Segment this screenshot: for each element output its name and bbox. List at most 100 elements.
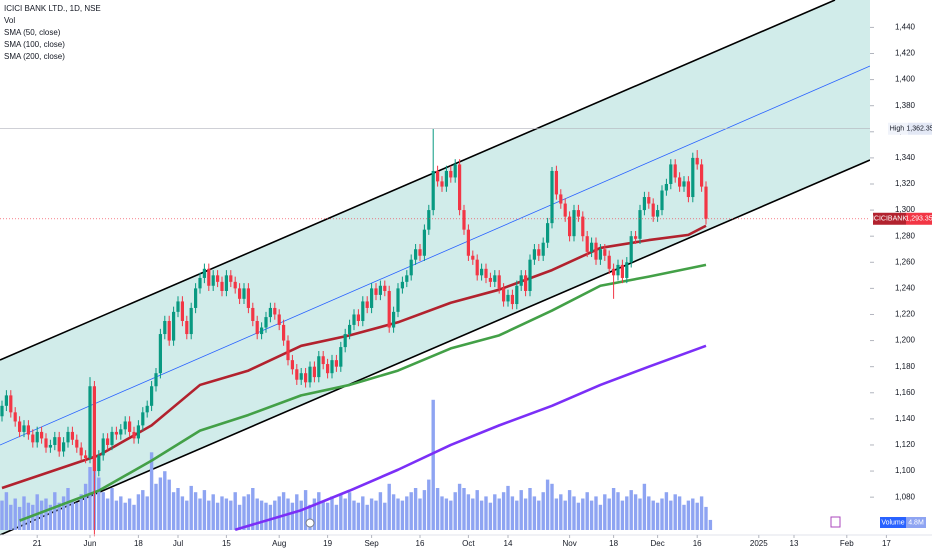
y-tick-label: 1,320: [895, 179, 916, 188]
volume-bar: [493, 494, 497, 530]
candle-body: [374, 288, 378, 295]
volume-bar: [136, 494, 141, 530]
y-tick-label: 1,440: [895, 23, 916, 32]
volume-bar: [471, 498, 475, 530]
y-tick-label: 1,220: [895, 310, 916, 319]
candle-body: [506, 294, 510, 302]
x-tick-label: 18: [609, 539, 618, 548]
candle-body: [449, 170, 453, 178]
volume-bar: [13, 498, 17, 530]
x-tick-label: Jul: [173, 539, 183, 548]
candle-body: [656, 210, 660, 217]
volume-bar: [682, 504, 686, 530]
channel-lower: [0, 159, 871, 536]
volume-bar: [413, 488, 418, 530]
volume-bar: [607, 498, 611, 530]
y-tick-label: 1,120: [895, 440, 916, 449]
candle-body: [660, 190, 664, 211]
legend: ICICI BANK LTD., 1D, NSE Vol SMA (50, cl…: [4, 4, 101, 61]
candle-body: [510, 294, 514, 305]
legend-item: SMA (100, close): [4, 40, 65, 49]
volume-layer: [0, 399, 713, 530]
volume-bar: [356, 502, 361, 530]
candle-body: [559, 194, 563, 204]
candle-body: [154, 373, 158, 387]
candle-body: [233, 281, 237, 289]
y-tick-label: 1,340: [895, 153, 916, 162]
x-tick-label: 14: [504, 539, 513, 548]
candle-body: [629, 236, 633, 263]
candle-body: [682, 181, 686, 187]
candle-body: [202, 268, 206, 278]
volume-bar: [277, 496, 281, 530]
x-tick-label: Nov: [562, 539, 576, 548]
candle-body: [97, 455, 101, 472]
candle-body: [70, 431, 74, 440]
high-name-box: [888, 122, 908, 135]
volume-bar: [22, 496, 26, 530]
candle-body: [185, 321, 189, 335]
volume-bar: [532, 496, 537, 530]
x-tick-label: Oct: [462, 539, 475, 548]
candle-body: [286, 340, 290, 361]
volume-bar: [391, 494, 396, 530]
volume-bar: [233, 492, 237, 530]
candle-body: [550, 170, 554, 224]
volume-bar: [660, 498, 664, 530]
volume-bar: [229, 500, 233, 530]
y-tick-label: 1,400: [895, 75, 916, 84]
candle-body: [444, 170, 448, 187]
legend-item: SMA (200, close): [4, 52, 65, 61]
candle-body: [475, 259, 479, 276]
candle-body: [13, 412, 17, 422]
volume-bar: [462, 488, 466, 530]
volume-label-box: [906, 517, 926, 528]
candle-body: [647, 197, 651, 204]
candle-body: [625, 262, 629, 278]
candle-body: [418, 249, 422, 256]
volume-bar: [563, 500, 567, 530]
volume-bar: [215, 502, 220, 530]
candle-body: [132, 431, 136, 439]
candle-body: [326, 364, 330, 374]
volume-bar: [440, 496, 444, 530]
x-tick-label: 17: [882, 539, 891, 548]
candle-body: [9, 395, 13, 413]
volume-bar: [330, 496, 334, 530]
candle-body: [158, 334, 162, 374]
event-icon[interactable]: [305, 518, 315, 528]
candle-body: [378, 285, 382, 295]
candle-body: [576, 210, 580, 217]
volume-bar: [581, 498, 585, 530]
volume-bar: [537, 500, 541, 530]
earnings-icon[interactable]: [830, 516, 841, 528]
candle-body: [251, 307, 255, 321]
candle-body: [546, 223, 550, 243]
y-tick-label: 1,100: [895, 466, 916, 475]
legend-item: Vol: [4, 16, 15, 25]
volume-bar: [361, 496, 365, 530]
candle-body: [572, 210, 576, 237]
volume-bar: [145, 496, 149, 530]
candle-body: [519, 275, 523, 286]
channel-fill: [0, 0, 870, 535]
candle-body: [207, 268, 211, 286]
candle-body: [53, 437, 57, 445]
volume-bar: [374, 500, 378, 530]
x-tick-label: Feb: [840, 539, 854, 548]
candle-body: [563, 203, 567, 217]
candle-body: [471, 255, 475, 260]
volume-bar: [79, 494, 83, 530]
candle-body: [260, 327, 264, 335]
volume-bar: [17, 506, 22, 530]
volume-bar: [57, 502, 61, 530]
candle-body: [356, 314, 360, 321]
axes: 1,080 1,100 1,120 1,140 1,160 1,180 1,200 1,220…: [0, 23, 932, 548]
candle-body: [488, 277, 492, 282]
volume-bar: [664, 492, 669, 530]
volume-bar: [484, 496, 488, 530]
volume-bar: [479, 500, 484, 530]
candle-body: [598, 249, 602, 260]
volume-bar: [506, 485, 510, 530]
candle-body: [365, 301, 369, 308]
